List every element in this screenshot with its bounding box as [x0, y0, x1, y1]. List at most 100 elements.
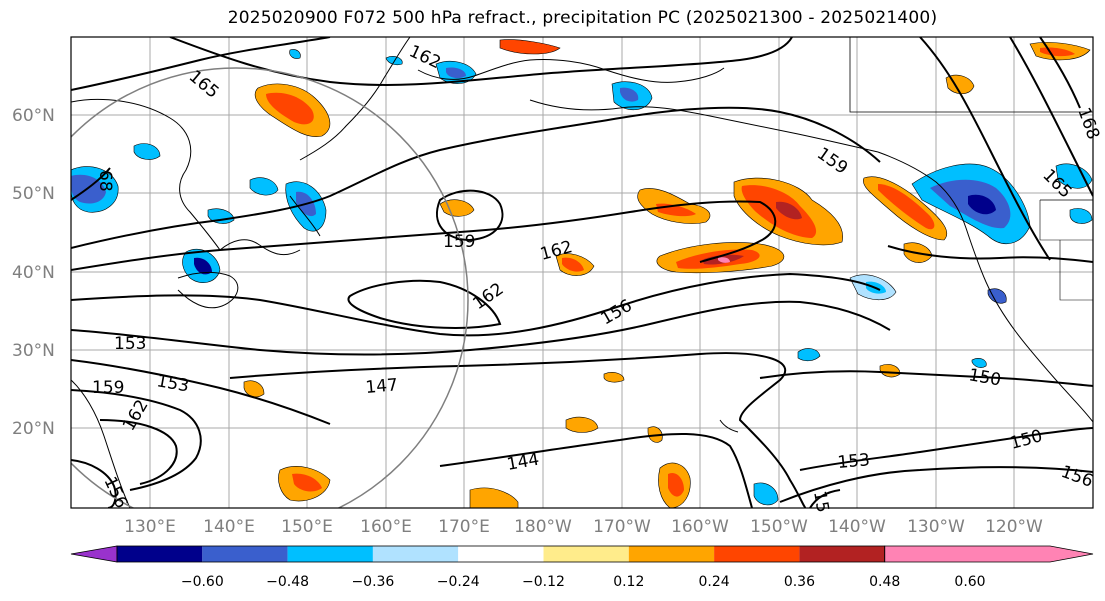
latitude-labels: 60°N 50°N 40°N 30°N 20°N: [12, 106, 55, 439]
shade-japan-navy: [194, 257, 212, 275]
lat-label: 20°N: [12, 419, 55, 439]
contour-153: [71, 300, 891, 356]
contour-label: 159: [92, 378, 124, 398]
coast-asia-east: [71, 98, 221, 251]
border-alaska-canada: [849, 37, 1093, 113]
lon-label: 120°W: [985, 517, 1043, 537]
shade-cp-red-1: [741, 185, 817, 238]
coast-japan-honshu: [177, 271, 239, 309]
colorbar-extend-high: [884, 545, 1094, 563]
shade-small-blue-1: [289, 49, 301, 59]
contour-156-sw: [71, 459, 117, 508]
lon-label: 170°W: [593, 517, 651, 537]
coast-kamchatka: [299, 37, 411, 161]
lon-label: 160°W: [671, 517, 729, 537]
colorbar-tick-label: −0.12: [522, 574, 565, 590]
contour-label: 68: [95, 170, 115, 192]
lon-label: 150°E: [281, 517, 333, 537]
coastlines: [71, 37, 1093, 508]
contour-162-sw: [99, 419, 178, 485]
contour-label: 15: [809, 489, 832, 514]
shade-idaho-blue: [1055, 163, 1093, 189]
shade-subtrop-blue: [797, 348, 821, 362]
contour-159-sw: [71, 389, 202, 491]
contour-165-east: [1009, 37, 1093, 197]
coast-sakhalin: [289, 195, 321, 237]
shade-tropic-orange-6: [603, 372, 625, 383]
colorbar-segment: [372, 546, 459, 562]
precip-shading: [71, 39, 1093, 508]
coast-korea-japan: [219, 239, 301, 256]
contour-144: [439, 432, 753, 508]
map-border: [70, 36, 1094, 509]
lon-label: 130°W: [907, 517, 965, 537]
colorbar-tick-label: −0.60: [181, 574, 224, 590]
shade-kuril-blue: [249, 177, 279, 196]
shade-alaska-blue-2b: [620, 87, 639, 102]
coast-alaska-north: [417, 59, 725, 83]
lon-label: 180°W: [514, 517, 572, 537]
shade-siberia-red: [266, 92, 314, 125]
contour-153-sw: [71, 359, 331, 425]
contour-label: 159: [443, 232, 475, 252]
lat-label: 30°N: [12, 341, 55, 361]
shade-bering-red: [499, 39, 561, 55]
contour-label: 153: [837, 450, 871, 473]
refractivity-contours: [71, 37, 1093, 508]
colorbar-tick-label: 0.60: [954, 574, 985, 590]
coast-china-south: [71, 379, 131, 508]
graticule: [71, 37, 1093, 508]
contour-153-south: [779, 466, 1093, 503]
colorbar-tick-label: 0.12: [613, 574, 644, 590]
shade-dateline-red: [562, 257, 584, 272]
contour-168-east: [1039, 37, 1081, 109]
contour-159-east: [887, 245, 1093, 263]
colorbar-tick-label: −0.48: [266, 574, 309, 590]
colorbar-segment: [628, 546, 715, 562]
map-title: 2025020900 F072 500 hPa refract., precip…: [227, 8, 938, 28]
colorbar-segment: [202, 546, 288, 562]
shade-tropic-blue: [753, 482, 779, 506]
border-us-states: [1039, 200, 1093, 301]
colorbar-segment: [799, 546, 885, 562]
shade-tropic-orange-4: [565, 416, 599, 433]
contour-label: 147: [365, 375, 399, 398]
contour-162-loop: [347, 279, 502, 329]
shade-gulf-red: [878, 184, 935, 230]
coast-hawaii: [719, 419, 739, 433]
shade-tropic-red-2: [292, 473, 322, 492]
shade-hawaii-red: [668, 472, 684, 497]
shade-nw-pac-orange: [439, 199, 475, 217]
lat-label: 40°N: [12, 263, 55, 283]
contour-15-stub: [809, 489, 841, 508]
shade-tropic-orange-1: [243, 380, 265, 398]
contour-165-nw: [71, 37, 331, 91]
shade-cp-darkred-1: [776, 201, 802, 220]
contour-147: [229, 352, 807, 508]
lon-label: 140°E: [203, 517, 255, 537]
colorbar-tick-label: 0.48: [869, 574, 900, 590]
colorbar-segment: [287, 546, 373, 562]
colorbar-tick-label: 0.36: [784, 574, 815, 590]
contour-labels: 162 165 159 162 156 162 153 159 153 147 …: [92, 41, 1103, 514]
colorbar-tick-label: 0.24: [699, 574, 730, 590]
lon-label: 140°W: [828, 517, 886, 537]
colorbar-segment: [543, 546, 629, 562]
coast-na-west: [877, 151, 1093, 423]
lon-label: 150°W: [750, 517, 808, 537]
colorbar-ticks: −0.60 −0.48 −0.36 −0.24 −0.12 0.12 0.24 …: [181, 574, 986, 590]
colorbar: −0.60 −0.48 −0.36 −0.24 −0.12 0.12 0.24 …: [70, 545, 1094, 590]
contour-162-east: [919, 37, 1051, 261]
colorbar-tick-label: −0.24: [437, 574, 480, 590]
range-ring: [71, 67, 469, 508]
shade-manchuria-blue-mid: [71, 174, 106, 204]
shade-alaska-blue-1b: [446, 67, 466, 79]
shade-cp-pink: [718, 257, 730, 263]
shade-tropic-orange-3: [469, 487, 519, 508]
colorbar-tick-label: −0.36: [351, 574, 394, 590]
longitude-labels: 130°E 140°E 150°E 160°E 170°E 180°W 170°…: [124, 517, 1043, 537]
contour-150-mid: [759, 370, 1093, 387]
contour-150-south: [799, 427, 1093, 471]
colorbar-outline: [116, 545, 886, 563]
